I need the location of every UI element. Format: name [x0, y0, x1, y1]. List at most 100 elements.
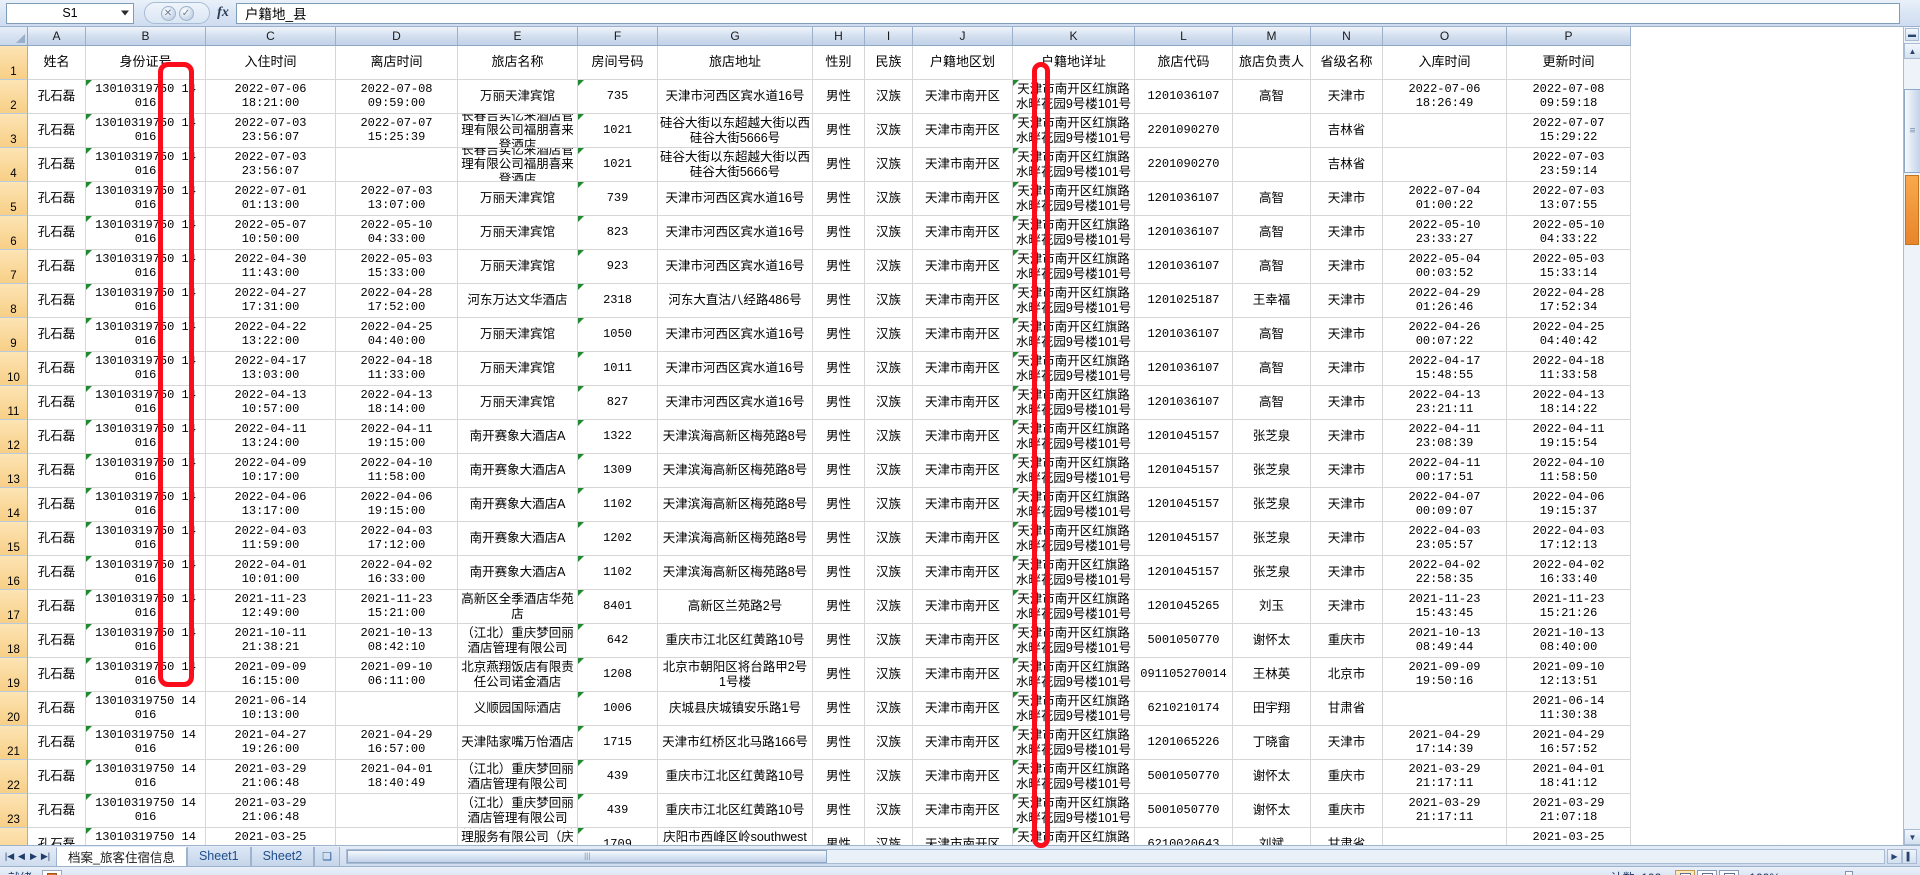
cell-N14[interactable]: 天津市 — [1311, 488, 1383, 522]
cell-D7[interactable]: 2022-05-03 15:33:00 — [336, 250, 458, 284]
cell-F22[interactable]: 439 — [578, 760, 658, 794]
cell-N11[interactable]: 天津市 — [1311, 386, 1383, 420]
cell-H10[interactable]: 男性 — [813, 352, 865, 386]
row-header-14[interactable]: 14 — [0, 488, 28, 522]
cell-B17[interactable]: 13010319750 14 016 — [86, 590, 206, 624]
cell-K22[interactable]: 天津市南开区红旗路水畔花园9号楼101号 — [1013, 760, 1135, 794]
column-header-C[interactable]: C — [206, 27, 336, 46]
cell-L4[interactable]: 2201090270 — [1135, 148, 1233, 182]
cell-N5[interactable]: 天津市 — [1311, 182, 1383, 216]
cell-P12[interactable]: 2022-04-11 19:15:54 — [1507, 420, 1631, 454]
row-header-6[interactable]: 6 — [0, 216, 28, 250]
cell-L14[interactable]: 1201045157 — [1135, 488, 1233, 522]
cell-N16[interactable]: 天津市 — [1311, 556, 1383, 590]
cell-H2[interactable]: 男性 — [813, 80, 865, 114]
cancel-icon[interactable]: ✕ — [160, 5, 176, 21]
cell-O16[interactable]: 2022-04-02 22:58:35 — [1383, 556, 1507, 590]
formula-input[interactable]: 户籍地_县 — [236, 2, 1900, 24]
cell-F15[interactable]: 1202 — [578, 522, 658, 556]
cell-A4[interactable]: 孔石磊 — [28, 148, 86, 182]
cell-K8[interactable]: 天津市南开区红旗路水畔花园9号楼101号 — [1013, 284, 1135, 318]
cell-G4[interactable]: 硅谷大街以东超越大街以西硅谷大街5666号 — [658, 148, 813, 182]
cell-P16[interactable]: 2022-04-02 16:33:40 — [1507, 556, 1631, 590]
row-header-3[interactable]: 3 — [0, 114, 28, 148]
cell-L23[interactable]: 5001050770 — [1135, 794, 1233, 828]
cell-M5[interactable]: 高智 — [1233, 182, 1311, 216]
cell-N6[interactable]: 天津市 — [1311, 216, 1383, 250]
cell-A15[interactable]: 孔石磊 — [28, 522, 86, 556]
cell-I21[interactable]: 汉族 — [865, 726, 913, 760]
cell-D19[interactable]: 2021-09-10 06:11:00 — [336, 658, 458, 692]
cell-H23[interactable]: 男性 — [813, 794, 865, 828]
cell-L11[interactable]: 1201036107 — [1135, 386, 1233, 420]
cell-I3[interactable]: 汉族 — [865, 114, 913, 148]
cell-A5[interactable]: 孔石磊 — [28, 182, 86, 216]
column-header-P[interactable]: P — [1507, 27, 1631, 46]
cell-P4[interactable]: 2022-07-03 23:59:14 — [1507, 148, 1631, 182]
column-title-A[interactable]: 姓名 — [28, 46, 86, 80]
zoom-knob[interactable] — [1845, 871, 1853, 875]
minimize-icon[interactable]: ▬ — [1905, 28, 1919, 41]
cell-D17[interactable]: 2021-11-23 15:21:00 — [336, 590, 458, 624]
cell-I11[interactable]: 汉族 — [865, 386, 913, 420]
cell-P10[interactable]: 2022-04-18 11:33:58 — [1507, 352, 1631, 386]
cell-D15[interactable]: 2022-04-03 17:12:00 — [336, 522, 458, 556]
cell-D11[interactable]: 2022-04-13 18:14:00 — [336, 386, 458, 420]
column-header-M[interactable]: M — [1233, 27, 1311, 46]
cell-I6[interactable]: 汉族 — [865, 216, 913, 250]
cell-C17[interactable]: 2021-11-23 12:49:00 — [206, 590, 336, 624]
cell-J14[interactable]: 天津市南开区 — [913, 488, 1013, 522]
cell-G14[interactable]: 天津滨海高新区梅苑路8号 — [658, 488, 813, 522]
cell-H4[interactable]: 男性 — [813, 148, 865, 182]
cell-P2[interactable]: 2022-07-08 09:59:18 — [1507, 80, 1631, 114]
record-macro-icon[interactable] — [42, 869, 63, 875]
cell-A22[interactable]: 孔石磊 — [28, 760, 86, 794]
row-header-13[interactable]: 13 — [0, 454, 28, 488]
cell-I19[interactable]: 汉族 — [865, 658, 913, 692]
cell-C8[interactable]: 2022-04-27 17:31:00 — [206, 284, 336, 318]
cell-A11[interactable]: 孔石磊 — [28, 386, 86, 420]
cell-F6[interactable]: 823 — [578, 216, 658, 250]
cell-B21[interactable]: 13010319750 14 016 — [86, 726, 206, 760]
cell-L8[interactable]: 1201025187 — [1135, 284, 1233, 318]
cell-J3[interactable]: 天津市南开区 — [913, 114, 1013, 148]
cell-N4[interactable]: 吉林省 — [1311, 148, 1383, 182]
cell-M15[interactable]: 张芝泉 — [1233, 522, 1311, 556]
cell-H11[interactable]: 男性 — [813, 386, 865, 420]
cell-O13[interactable]: 2022-04-11 00:17:51 — [1383, 454, 1507, 488]
cell-C2[interactable]: 2022-07-06 18:21:00 — [206, 80, 336, 114]
cell-L3[interactable]: 2201090270 — [1135, 114, 1233, 148]
cell-J19[interactable]: 天津市南开区 — [913, 658, 1013, 692]
cell-K7[interactable]: 天津市南开区红旗路水畔花园9号楼101号 — [1013, 250, 1135, 284]
cell-H13[interactable]: 男性 — [813, 454, 865, 488]
cell-G15[interactable]: 天津滨海高新区梅苑路8号 — [658, 522, 813, 556]
cell-A21[interactable]: 孔石磊 — [28, 726, 86, 760]
cell-L10[interactable]: 1201036107 — [1135, 352, 1233, 386]
column-title-E[interactable]: 旅店名称 — [458, 46, 578, 80]
cell-A3[interactable]: 孔石磊 — [28, 114, 86, 148]
cell-F5[interactable]: 739 — [578, 182, 658, 216]
cell-C6[interactable]: 2022-05-07 10:50:00 — [206, 216, 336, 250]
cell-I22[interactable]: 汉族 — [865, 760, 913, 794]
cell-L13[interactable]: 1201045157 — [1135, 454, 1233, 488]
cell-I8[interactable]: 汉族 — [865, 284, 913, 318]
cell-H17[interactable]: 男性 — [813, 590, 865, 624]
cell-H22[interactable]: 男性 — [813, 760, 865, 794]
cell-O5[interactable]: 2022-07-04 01:00:22 — [1383, 182, 1507, 216]
cell-K3[interactable]: 天津市南开区红旗路水畔花园9号楼101号 — [1013, 114, 1135, 148]
cell-D2[interactable]: 2022-07-08 09:59:00 — [336, 80, 458, 114]
sheet-tab-sheet1[interactable]: Sheet1 — [186, 846, 251, 866]
cell-G18[interactable]: 重庆市江北区红黄路10号 — [658, 624, 813, 658]
cell-E11[interactable]: 万丽天津宾馆 — [458, 386, 578, 420]
cell-P17[interactable]: 2021-11-23 15:21:26 — [1507, 590, 1631, 624]
column-title-O[interactable]: 入库时间 — [1383, 46, 1507, 80]
column-header-D[interactable]: D — [336, 27, 458, 46]
cell-I9[interactable]: 汉族 — [865, 318, 913, 352]
cell-D20[interactable] — [336, 692, 458, 726]
zoom-in-icon[interactable]: + — [1894, 871, 1906, 875]
cell-P22[interactable]: 2021-04-01 18:41:12 — [1507, 760, 1631, 794]
cell-K16[interactable]: 天津市南开区红旗路水畔花园9号楼101号 — [1013, 556, 1135, 590]
cell-M2[interactable]: 高智 — [1233, 80, 1311, 114]
cell-L2[interactable]: 1201036107 — [1135, 80, 1233, 114]
cell-E6[interactable]: 万丽天津宾馆 — [458, 216, 578, 250]
